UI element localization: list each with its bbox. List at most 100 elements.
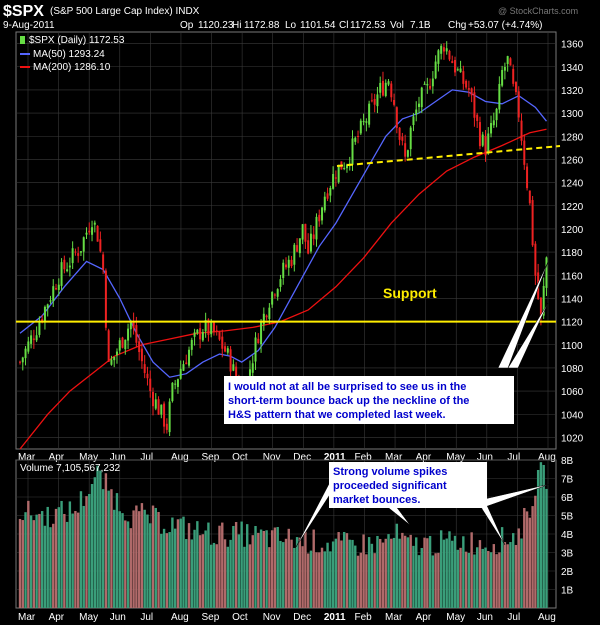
candle-body xyxy=(185,362,188,365)
volume-bar xyxy=(514,544,518,608)
candle-body xyxy=(57,284,60,290)
volume-tick-label: 5B xyxy=(561,512,574,523)
volume-bar xyxy=(359,552,363,608)
candle-body xyxy=(290,259,293,267)
volume-bar xyxy=(379,538,382,608)
candle-body xyxy=(287,259,290,268)
callout-line-1: I would not at all be surprised to see u… xyxy=(228,381,466,393)
volume-bar xyxy=(71,513,74,608)
volume-bar xyxy=(201,534,205,608)
candle-body xyxy=(451,61,454,64)
volume-bar xyxy=(367,537,371,608)
volume-bar xyxy=(52,523,55,608)
price-x-tick-label: Mar xyxy=(18,452,36,463)
volume-bar xyxy=(149,523,152,608)
callout2-line-3: market bounces. xyxy=(333,494,420,506)
volume-bar xyxy=(101,489,105,608)
volume-bar xyxy=(370,543,374,608)
price-tick-label: 1240 xyxy=(561,179,584,190)
candle-body xyxy=(171,382,174,402)
volume-bar xyxy=(218,525,221,608)
volume-tick-label: 6B xyxy=(561,493,574,504)
candle-body xyxy=(196,329,199,333)
volume-bar xyxy=(96,465,99,608)
price-x-tick-label: Jun xyxy=(477,452,493,463)
vol-label: Vol xyxy=(390,20,404,31)
candle-body xyxy=(149,378,152,392)
candle-body xyxy=(534,243,537,276)
volume-x-tick-label: Mar xyxy=(18,612,36,623)
candle-body xyxy=(420,87,423,108)
candle-body xyxy=(174,383,177,385)
volume-bar xyxy=(115,493,119,608)
volume-bar xyxy=(187,523,191,608)
volume-bar xyxy=(525,511,529,608)
volume-x-tick-label: Jun xyxy=(477,612,493,623)
volume-bar xyxy=(265,530,268,608)
candle-body xyxy=(265,315,268,318)
volume-bar xyxy=(495,554,498,608)
candle-body xyxy=(127,328,130,341)
volume-bar xyxy=(76,512,80,608)
volume-bar xyxy=(32,520,36,608)
volume-bar xyxy=(74,511,77,608)
candle-body xyxy=(35,335,38,341)
volume-bar xyxy=(534,495,537,608)
candle-body xyxy=(143,364,146,374)
candle-body xyxy=(462,71,465,84)
volume-bar xyxy=(301,546,304,608)
candle-body xyxy=(27,341,30,352)
volume-bar xyxy=(65,521,69,608)
volume-x-tick-label: Feb xyxy=(354,612,372,623)
volume-bar xyxy=(323,551,326,608)
vol-value: 7.1B xyxy=(410,20,431,31)
volume-bar xyxy=(126,521,130,608)
volume-bar xyxy=(18,518,22,608)
candle-body xyxy=(509,58,512,66)
volume-bar xyxy=(90,484,94,608)
candle-body xyxy=(345,164,348,169)
candle-body xyxy=(442,47,445,52)
candle-body xyxy=(215,330,218,332)
price-tick-label: 1340 xyxy=(561,63,584,74)
volume-bar xyxy=(340,540,343,608)
volume-bar xyxy=(517,528,520,608)
candle-body xyxy=(426,83,429,86)
volume-bar xyxy=(390,538,393,608)
candle-body xyxy=(445,48,448,52)
candle-body xyxy=(379,82,382,93)
candle-body xyxy=(526,166,529,189)
price-x-tick-label: May xyxy=(79,452,98,463)
volume-bar xyxy=(381,542,385,608)
price-x-axis: Mar Apr May Jun Jul Aug Sep Oct Nov Dec 2011 Feb Mar… xyxy=(18,452,556,463)
volume-bar xyxy=(456,549,459,608)
volume-bar xyxy=(162,528,166,608)
volume-bar xyxy=(234,522,238,608)
candle-body xyxy=(437,50,440,64)
volume-bar xyxy=(451,540,454,608)
volume-bar xyxy=(401,532,404,608)
candle-body xyxy=(381,80,384,96)
candle-body xyxy=(254,337,257,362)
candle-body xyxy=(337,164,340,183)
volume-bar xyxy=(284,538,288,608)
candle-body xyxy=(465,80,468,88)
price-x-tick-label: Aug xyxy=(171,452,189,463)
volume-bar xyxy=(428,535,432,608)
price-tick-label: 1140 xyxy=(561,294,583,305)
volume-bar xyxy=(168,532,171,608)
price-legend-swatch xyxy=(20,36,25,44)
candle-body xyxy=(96,225,99,242)
candle-body xyxy=(49,300,52,302)
candle-body xyxy=(138,341,141,353)
op-label: Op xyxy=(180,20,194,31)
volume-bar xyxy=(54,508,58,608)
candle-body xyxy=(38,322,41,335)
price-x-tick-label: Jun xyxy=(110,452,126,463)
candle-body xyxy=(545,257,548,288)
candle-body xyxy=(154,399,157,409)
candle-body xyxy=(110,359,113,365)
volume-bar xyxy=(262,530,266,608)
price-panel-frame xyxy=(15,31,557,450)
ma200-legend-label: MA(200) 1286.10 xyxy=(33,62,111,73)
